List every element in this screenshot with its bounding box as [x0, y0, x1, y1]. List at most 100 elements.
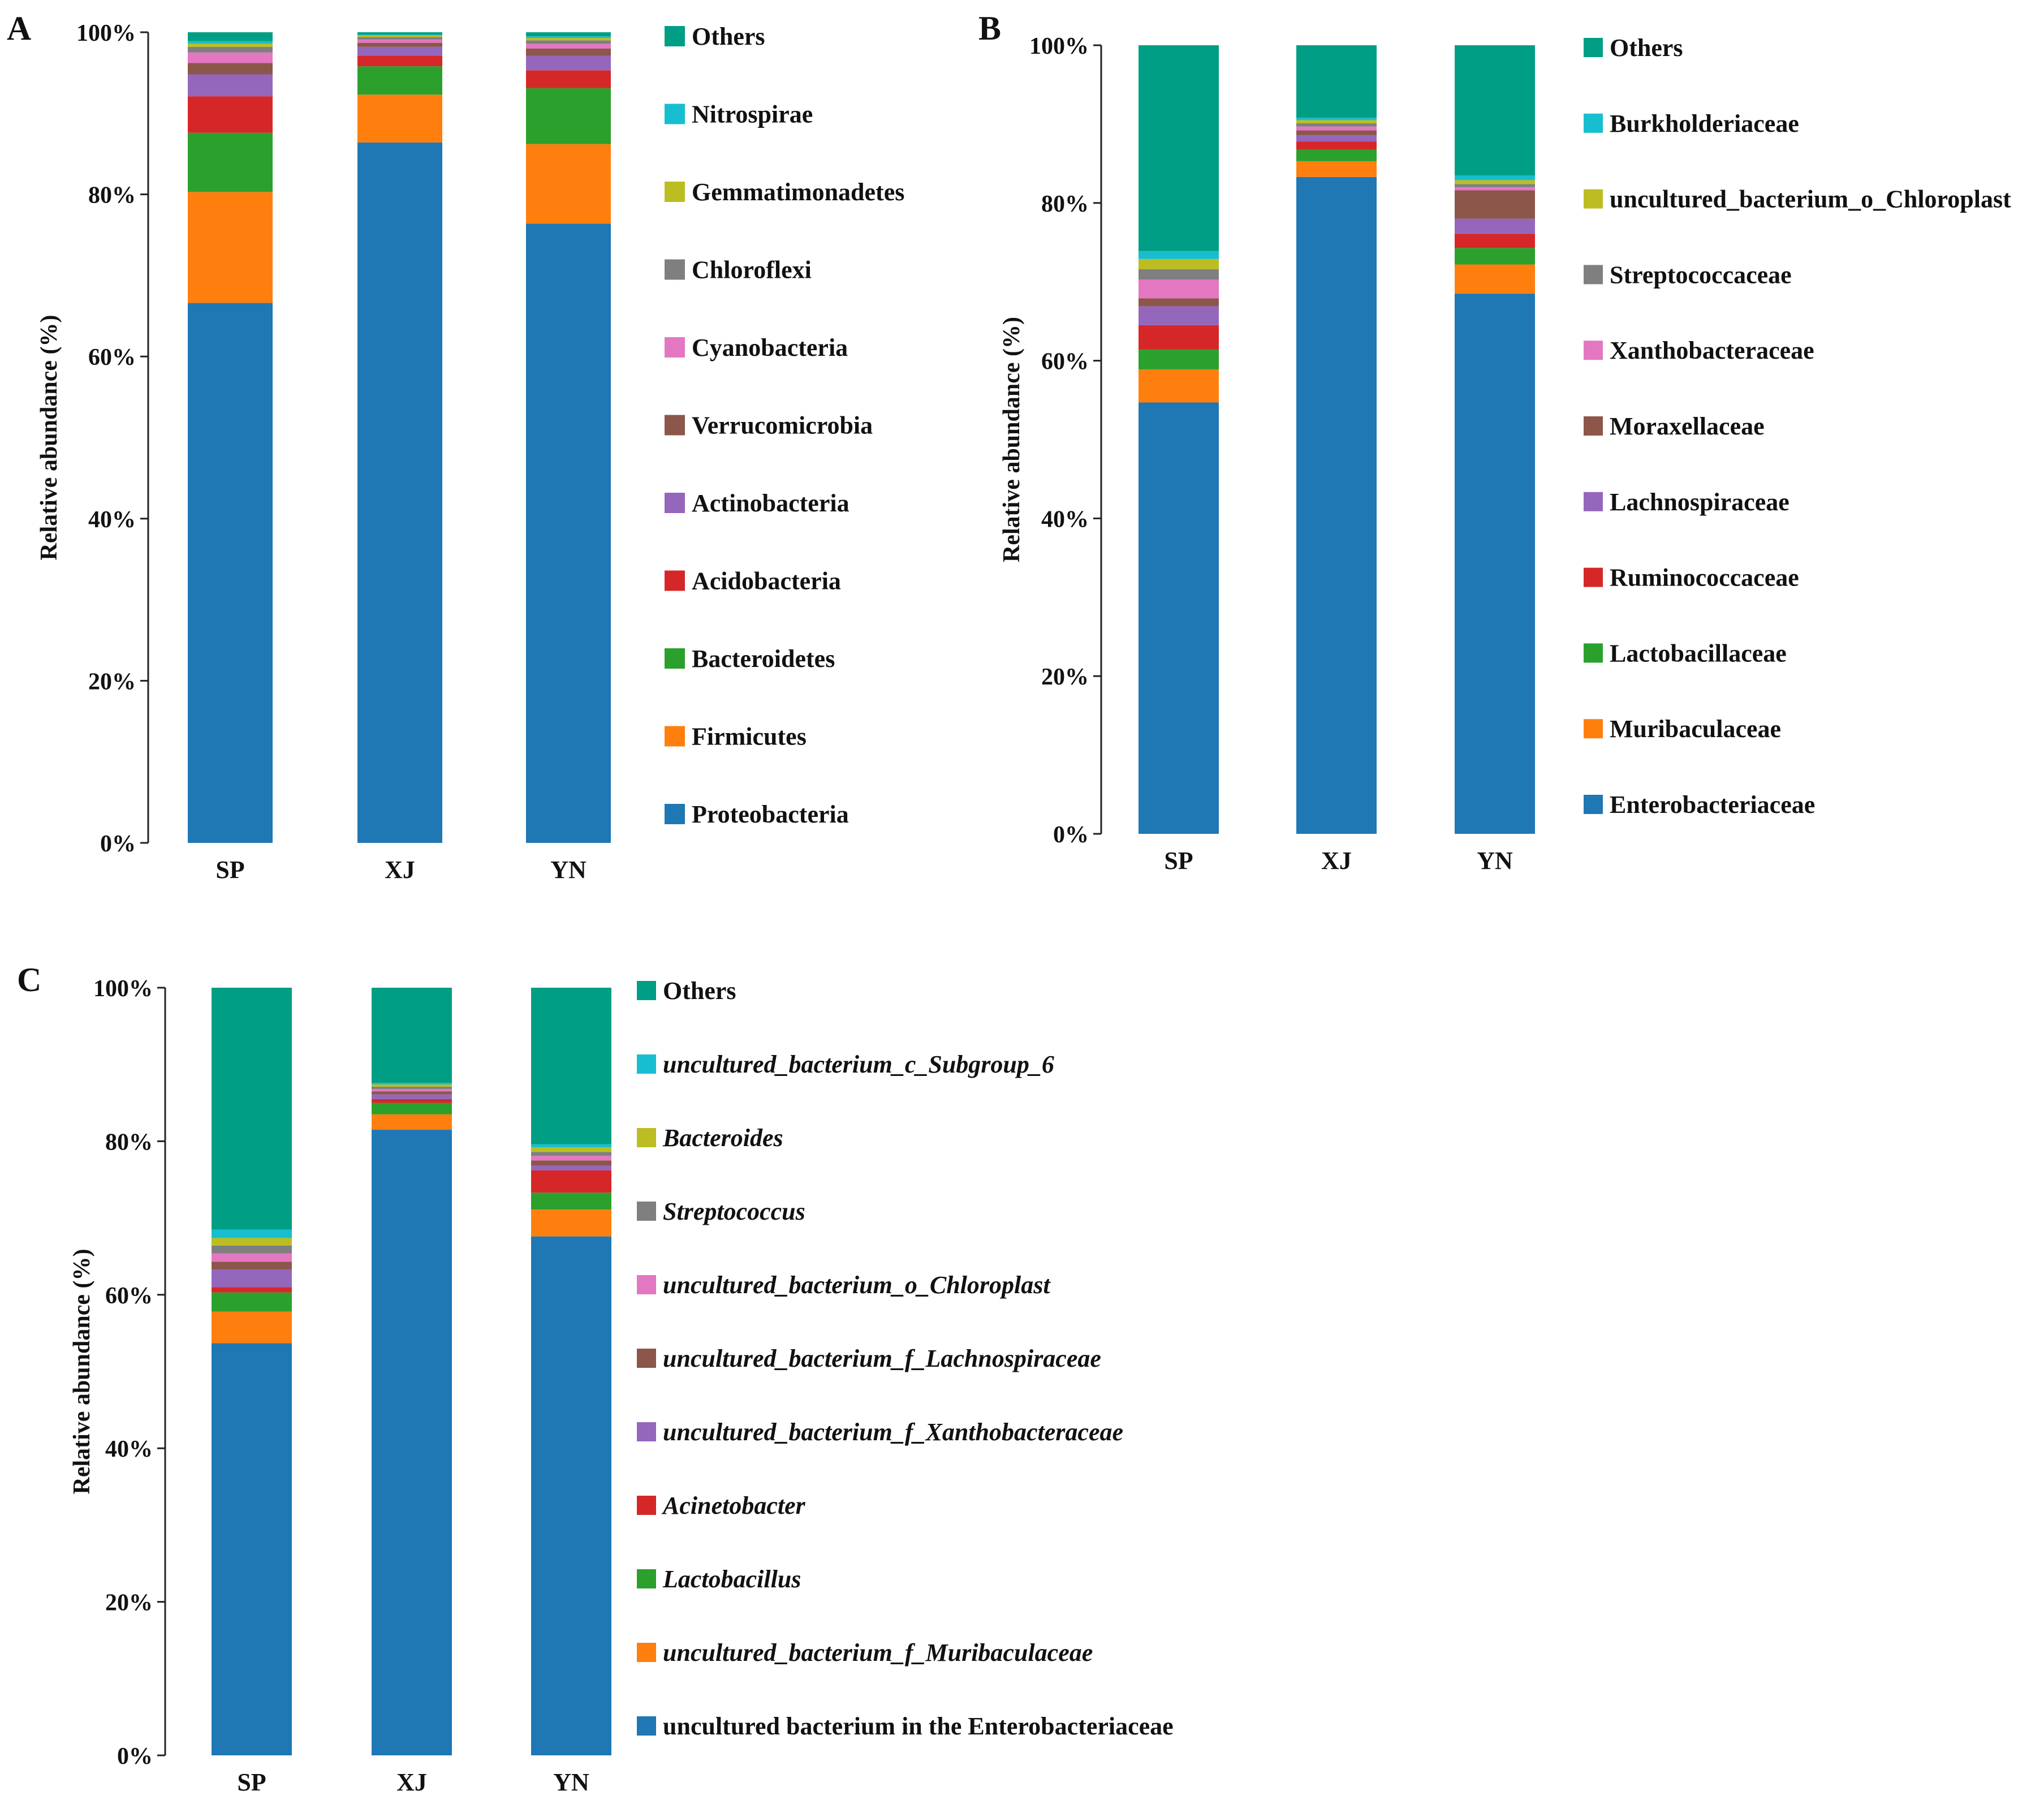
legend-label: Chloroflexi: [692, 256, 812, 284]
legend-label: Firmicutes: [692, 723, 807, 751]
bar-segment-uncultured-bacterium-f-muribaculaceae: [212, 1311, 292, 1344]
legend-item-xanthobacteraceae: Xanthobacteraceae: [1584, 337, 1814, 364]
legend-item-lachnospiraceae: Lachnospiraceae: [1584, 488, 1789, 516]
legend-item-uncultured-bacterium-f-muribaculaceae: uncultured_bacterium_f_Muribaculaceae: [637, 1639, 1093, 1667]
legend-label: Lactobacillaceae: [1610, 639, 1787, 667]
legend-item-muribaculaceae: Muribaculaceae: [1584, 715, 1781, 743]
panel-label-a: A: [7, 10, 31, 47]
bar-segment-verrucomicrobia: [357, 42, 442, 47]
bar-segment-lactobacillus: [212, 1292, 292, 1312]
legend-swatch: [1584, 38, 1603, 57]
bar-segment-acinetobacter: [372, 1099, 452, 1103]
legend-swatch: [665, 804, 685, 824]
legend-label: Enterobacteriaceae: [1610, 791, 1815, 819]
legend-label: Ruminococcaceae: [1610, 564, 1799, 592]
bar-segment-burkholderiaceae: [1139, 251, 1219, 259]
legend-swatch: [637, 981, 656, 1000]
bar-segment-chloroflexi: [526, 40, 611, 44]
bar-segment-uncultured-bacterium-f-lachnospiraceae: [372, 1091, 452, 1095]
bar-stack-a-xj: [357, 32, 442, 843]
x-category-label-c: YN: [553, 1768, 589, 1796]
legend-item-streptococcaceae: Streptococcaceae: [1584, 261, 1792, 289]
legend-item-ruminococcaceae: Ruminococcaceae: [1584, 564, 1799, 592]
y-tick-label-c: 60%: [105, 1283, 153, 1309]
bar-segment-muribaculaceae: [1139, 369, 1219, 403]
bar-segment-proteobacteria: [357, 142, 442, 843]
y-tick-label-b: 60%: [1041, 349, 1089, 375]
x-category-label-c: XJ: [396, 1768, 427, 1796]
legend-item-uncultured-bacterium-in-the-enterobacteriaceae: uncultured bacterium in the Enterobacter…: [637, 1712, 1174, 1740]
x-category-label-a: SP: [215, 856, 244, 884]
y-tick-label-c: 80%: [105, 1129, 153, 1155]
y-tick-label-c: 0%: [117, 1743, 153, 1769]
bar-segment-verrucomicrobia: [526, 48, 611, 56]
bar-segment-cyanobacteria: [188, 52, 273, 63]
legend-swatch: [1584, 189, 1603, 209]
x-category-label-b: YN: [1477, 847, 1513, 875]
bar-segment-uncultured-bacterium-o-chloroplast: [1455, 180, 1535, 184]
bar-segment-bacteroides: [372, 1084, 452, 1087]
bar-segment-enterobacteriaceae: [1455, 294, 1535, 834]
legend-item-streptococcus: Streptococcus: [637, 1198, 805, 1225]
legend-swatch: [665, 104, 685, 124]
legend-swatch: [665, 182, 685, 202]
legend-label: Verrucomicrobia: [692, 412, 873, 440]
legend-swatch: [637, 1128, 656, 1147]
bar-segment-uncultured-bacterium-o-chloroplast: [372, 1089, 452, 1092]
bar-segment-lachnospiraceae: [1296, 135, 1377, 142]
bar-segment-bacteroidetes: [188, 132, 273, 192]
bar-segment-verrucomicrobia: [188, 63, 273, 75]
legend-label: Bacteroides: [662, 1124, 783, 1152]
x-category-label-c: SP: [237, 1768, 266, 1796]
y-tick-label-a: 80%: [88, 183, 136, 209]
legend-swatch: [665, 26, 685, 46]
bar-segment-ruminococcaceae: [1139, 325, 1219, 350]
bar-segment-enterobacteriaceae: [1296, 176, 1377, 834]
bar-segment-acidobacteria: [526, 70, 611, 88]
legend-label: uncultured_bacterium_f_Xanthobacteraceae: [663, 1418, 1123, 1446]
legend-label: Actinobacteria: [692, 489, 849, 517]
bar-segment-chloroflexi: [188, 46, 273, 53]
legend-item-acinetobacter: Acinetobacter: [637, 1492, 806, 1519]
bar-segment-streptococcus: [212, 1245, 292, 1254]
bar-segment-xanthobacteraceae: [1139, 279, 1219, 299]
legend-swatch: [1584, 719, 1603, 739]
legend-label: Acinetobacter: [661, 1492, 806, 1519]
legend-c: Others uncultured_bacterium_c_Subgroup_6 B…: [637, 977, 1174, 1740]
legend-swatch: [665, 648, 685, 669]
bar-segment-uncultured-bacterium-f-muribaculaceae: [531, 1209, 611, 1237]
legend-item-chloroflexi: Chloroflexi: [665, 256, 812, 284]
legend-item-enterobacteriaceae: Enterobacteriaceae: [1584, 791, 1815, 819]
legend-item-bacteroides: Bacteroides: [637, 1124, 783, 1152]
legend-item-gemmatimonadetes: Gemmatimonadetes: [665, 178, 904, 206]
bar-stack-c-xj: [372, 988, 452, 1755]
bar-segment-muribaculaceae: [1455, 264, 1535, 294]
legend-label: Xanthobacteraceae: [1610, 337, 1814, 364]
legend-label: Streptococcus: [663, 1198, 805, 1225]
legend-item-lactobacillus: Lactobacillus: [637, 1565, 801, 1593]
bar-segment-streptococcus: [531, 1152, 611, 1156]
bar-segment-actinobacteria: [188, 74, 273, 97]
bar-segment-uncultured-bacterium-c-subgroup-6: [531, 1144, 611, 1148]
legend-label: Others: [692, 23, 765, 50]
bar-segment-bacteroides: [212, 1238, 292, 1246]
bar-segment-streptococcaceae: [1455, 184, 1535, 187]
bar-segment-acidobacteria: [188, 96, 273, 133]
bar-segment-lactobacillaceae: [1296, 149, 1377, 161]
bar-segment-lactobacillus: [531, 1192, 611, 1210]
legend-item-moraxellaceae: Moraxellaceae: [1584, 412, 1765, 440]
legend-label: uncultured_bacterium_f_Muribaculaceae: [663, 1639, 1093, 1667]
legend-label: Bacteroidetes: [692, 645, 835, 673]
legend-b: Others Burkholderiaceae uncultured_bacteri…: [1584, 34, 2011, 819]
bar-segment-uncultured-bacterium-in-the-enterobacteriaceae: [372, 1130, 452, 1755]
legend-label: Acidobacteria: [692, 567, 841, 595]
bar-segment-proteobacteria: [526, 223, 611, 843]
legend-swatch: [665, 493, 685, 513]
bar-segment-uncultured-bacterium-f-xanthobacteraceae: [212, 1269, 292, 1288]
y-tick-label-a: 0%: [100, 831, 136, 857]
bar-segment-streptococcus: [372, 1087, 452, 1090]
bar-segment-others: [1455, 45, 1535, 176]
bar-segment-streptococcaceae: [1296, 123, 1377, 127]
legend-label: Muribaculaceae: [1610, 715, 1781, 743]
